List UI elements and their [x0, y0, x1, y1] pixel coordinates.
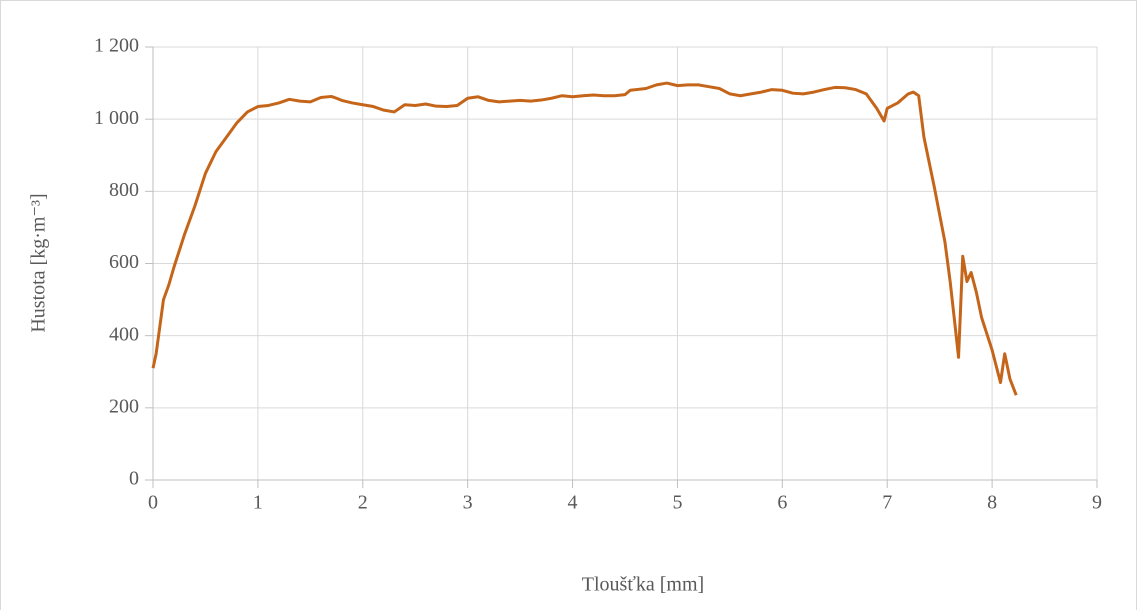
x-tick-label: 5	[672, 492, 682, 514]
y-tick-label: 800	[109, 179, 139, 201]
y-tick-label: 600	[109, 251, 139, 273]
x-tick-label: 7	[882, 492, 892, 514]
y-tick-label: 0	[129, 468, 139, 490]
x-tick-label: 3	[463, 492, 473, 514]
y-axis-label: Hustota [kg·m⁻³]	[28, 193, 50, 332]
y-tick-label: 1 200	[94, 35, 139, 57]
x-tick-label: 2	[358, 492, 368, 514]
y-tick-label: 1 000	[94, 107, 139, 129]
x-tick-label: 6	[777, 492, 787, 514]
x-tick-label: 8	[987, 492, 997, 514]
y-tick-label: 200	[109, 395, 139, 417]
x-tick-label: 1	[253, 492, 263, 514]
x-tick-label: 0	[148, 492, 158, 514]
y-tick-label: 400	[109, 323, 139, 345]
x-axis-label: Tloušťka [mm]	[582, 574, 704, 596]
x-tick-label: 9	[1092, 492, 1102, 514]
data-line	[151, 81, 1018, 396]
x-tick-label: 4	[568, 492, 578, 514]
